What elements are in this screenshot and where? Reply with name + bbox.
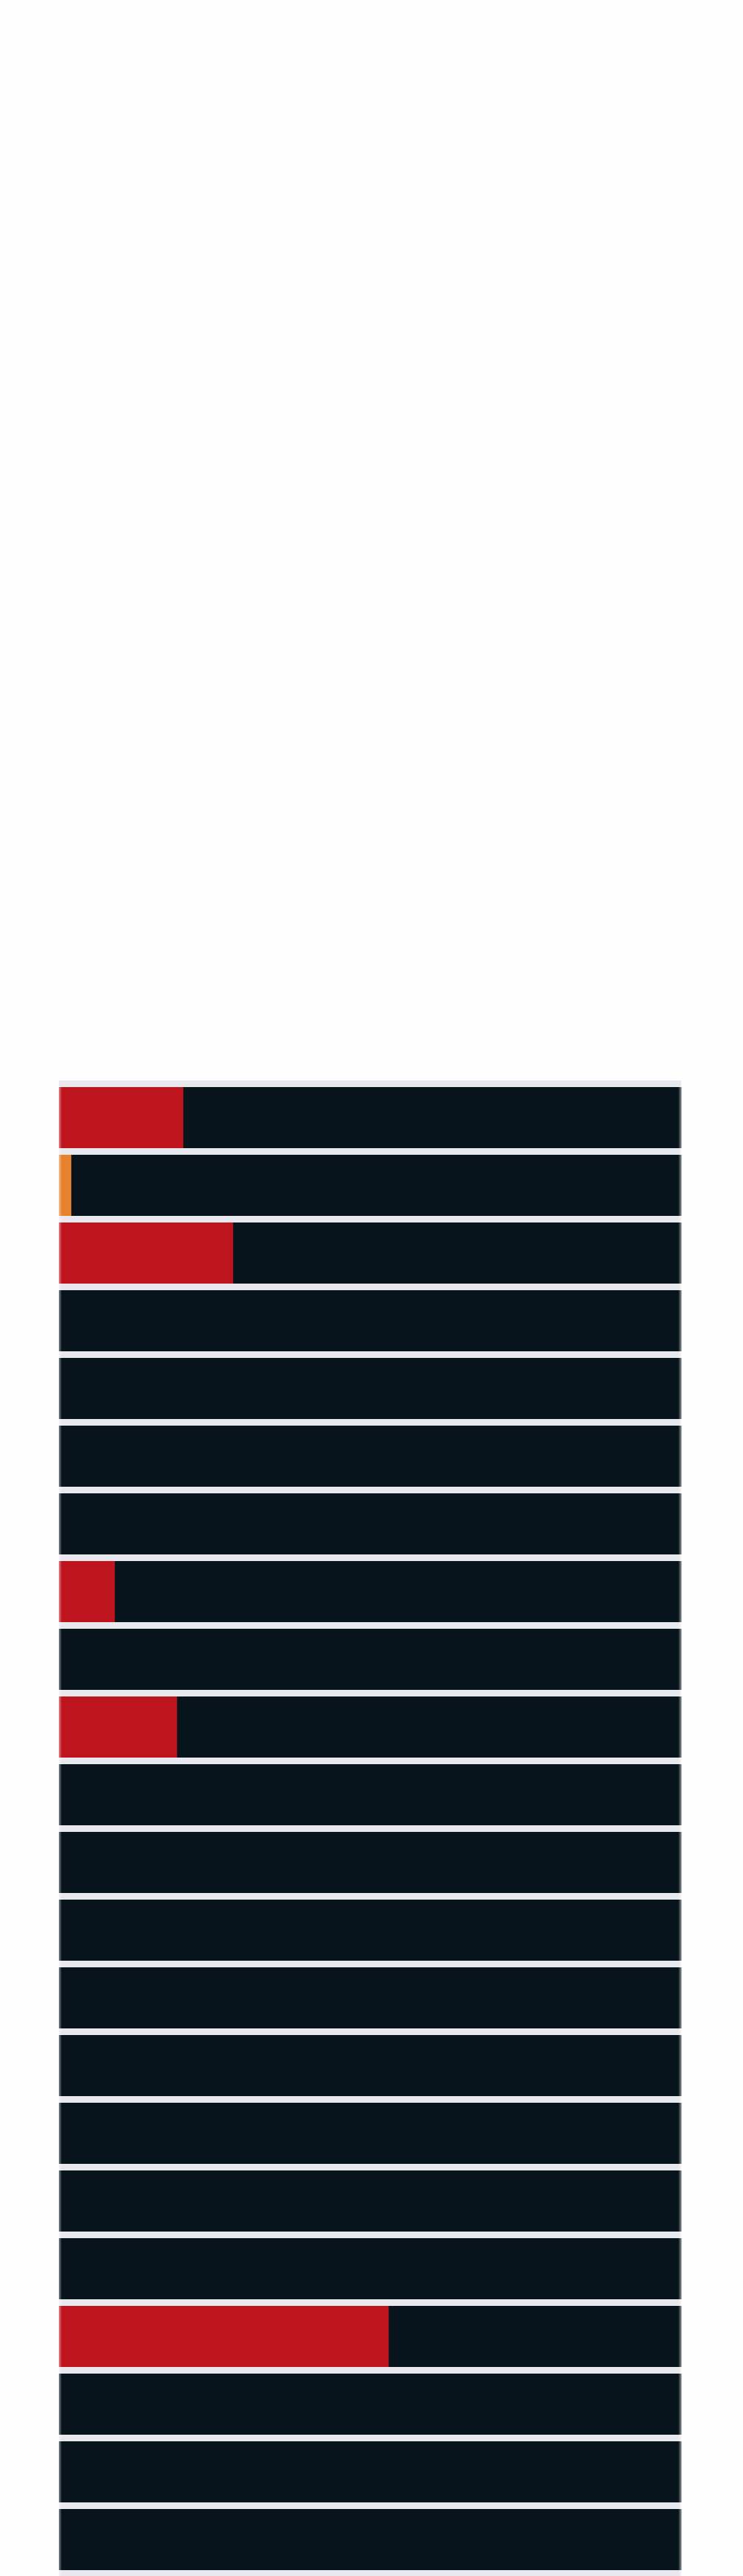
bar-segment-row19-series3 [388, 2306, 682, 2367]
bar-row-4 [59, 1290, 682, 1351]
bar-row-19 [59, 2306, 682, 2367]
bar-segment-row12-series3 [59, 1832, 682, 1893]
bar-segment-row14-series3 [59, 1967, 682, 2028]
bar-segment-row15-series3 [59, 2035, 682, 2096]
bar-segment-row3-series3 [232, 1222, 682, 1284]
bar-row-22 [59, 2509, 682, 2570]
bar-row-11 [59, 1764, 682, 1825]
bar-segment-row13-series3 [59, 1900, 682, 1961]
bar-segment-row17-series3 [59, 2170, 682, 2232]
right-edge-fade [678, 1086, 684, 2576]
left-edge-fade [56, 1086, 62, 2576]
bar-segment-row9-series3 [59, 1629, 682, 1690]
bar-segment-row8-series3 [115, 1561, 682, 1622]
bar-segment-row7-series3 [59, 1493, 682, 1554]
bar-row-1 [59, 1087, 682, 1148]
bar-segment-row3-series1 [59, 1222, 234, 1284]
bar-segment-row6-series3 [59, 1426, 682, 1487]
bar-segment-row22-series3 [59, 2509, 682, 2570]
bar-row-12 [59, 1832, 682, 1893]
bar-segment-row8-series1 [59, 1561, 115, 1622]
bar-segment-row19-series1 [59, 2306, 389, 2367]
bar-row-3 [59, 1222, 682, 1284]
bar-segment-row10-series3 [177, 1696, 682, 1758]
bar-row-21 [59, 2441, 682, 2502]
bar-segment-row1-series1 [59, 1087, 184, 1148]
bar-row-16 [59, 2103, 682, 2164]
bar-row-7 [59, 1493, 682, 1554]
bar-segment-row16-series3 [59, 2103, 682, 2164]
bar-row-6 [59, 1426, 682, 1487]
bar-segment-row20-series3 [59, 2374, 682, 2435]
bar-row-17 [59, 2170, 682, 2232]
bar-segment-row2-series3 [71, 1155, 682, 1216]
bars-layer [59, 1080, 682, 2576]
bar-row-18 [59, 2238, 682, 2299]
bar-row-5 [59, 1358, 682, 1419]
bar-segment-row2-series2 [59, 1155, 72, 1216]
bar-segment-row11-series3 [59, 1764, 682, 1825]
bar-segment-row10-series1 [59, 1696, 178, 1758]
bar-segment-row4-series3 [59, 1290, 682, 1351]
bar-row-20 [59, 2374, 682, 2435]
bar-row-9 [59, 1629, 682, 1690]
bar-row-13 [59, 1900, 682, 1961]
bar-segment-row18-series3 [59, 2238, 682, 2299]
bar-segment-row1-series3 [183, 1087, 682, 1148]
bar-segment-row21-series3 [59, 2441, 682, 2502]
bar-row-8 [59, 1561, 682, 1622]
bar-segment-row5-series3 [59, 1358, 682, 1419]
bar-row-15 [59, 2035, 682, 2096]
bar-row-14 [59, 1967, 682, 2028]
bar-row-2 [59, 1155, 682, 1216]
bar-row-10 [59, 1696, 682, 1758]
